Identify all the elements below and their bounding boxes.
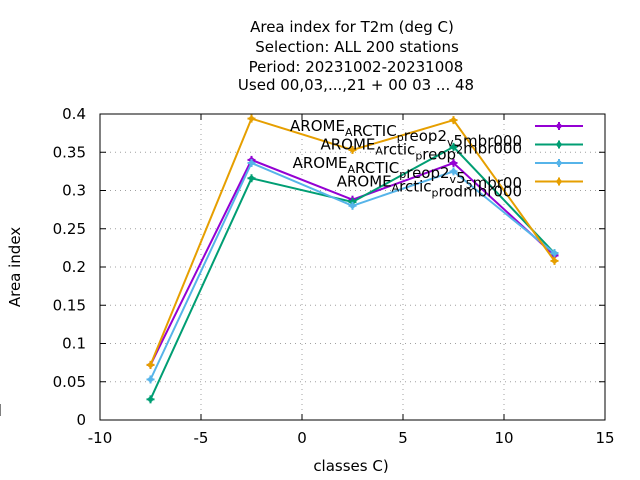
data-point bbox=[348, 201, 357, 210]
data-point bbox=[348, 145, 357, 154]
legend-marker bbox=[555, 140, 563, 149]
series-3 bbox=[146, 158, 559, 384]
x-tick-label: -5 bbox=[194, 429, 209, 447]
x-tick-label: 5 bbox=[398, 429, 408, 447]
x-tick-label: 15 bbox=[595, 429, 614, 447]
x-tick-label: 10 bbox=[494, 429, 513, 447]
data-point bbox=[449, 116, 458, 125]
data-point bbox=[449, 167, 458, 176]
x-tick-labels: -10 -5 0 5 10 15 bbox=[88, 429, 615, 447]
x-tick-label: -10 bbox=[88, 429, 113, 447]
data-point bbox=[247, 158, 256, 167]
x-axis-label: classes C) bbox=[313, 457, 388, 475]
data-point bbox=[449, 142, 458, 151]
grid-lines bbox=[100, 114, 605, 420]
chart-title-line-3: Period: 20231002-20231008 bbox=[249, 58, 464, 76]
chart-title-line-2: Selection: ALL 200 stations bbox=[255, 38, 459, 56]
data-point bbox=[550, 256, 559, 265]
data-point bbox=[247, 174, 256, 183]
chart-title-line-1: Area index for T2m (deg C) bbox=[250, 18, 454, 36]
y-tick-label: 0 bbox=[76, 411, 86, 429]
y-tick-label: 0.3 bbox=[62, 182, 86, 200]
data-point bbox=[550, 249, 559, 258]
legend-label: AROMEARCTICpreop2v55mbr00 bbox=[293, 154, 522, 192]
data-point bbox=[449, 158, 458, 167]
legend-entry-1: AROMEARCTICpreop2v5mbr000 bbox=[290, 117, 583, 150]
y-tick-labels: 0 0.05 0.1 0.15 0.2 0.25 0.3 0.35 0.4 bbox=[53, 105, 86, 429]
legend: AROMEARCTICpreop2v5mbr000AROMEArcticpreo… bbox=[290, 117, 583, 201]
x-tick-label: 0 bbox=[297, 429, 307, 447]
legend-entry-4: AROMEArcticprodmbr000 bbox=[337, 173, 583, 201]
y-axis-label: Area index bbox=[6, 227, 24, 307]
legend-entry-2: AROMEArcticpreop2mbr000 bbox=[320, 136, 583, 164]
legend-entry-3: AROMEARCTICpreop2v55mbr00 bbox=[293, 154, 583, 192]
data-point bbox=[146, 375, 155, 384]
data-point bbox=[247, 114, 256, 123]
y-tick-label: 0.25 bbox=[53, 220, 86, 238]
y-tick-label: 0.4 bbox=[62, 105, 86, 123]
legend-marker bbox=[555, 159, 563, 167]
series-4 bbox=[146, 114, 559, 369]
data-point bbox=[146, 360, 155, 369]
y-tick-label: 0.15 bbox=[53, 296, 86, 314]
legend-marker bbox=[555, 177, 563, 186]
data-point bbox=[146, 395, 155, 404]
legend-label: AROMEArcticprodmbr000 bbox=[337, 173, 522, 201]
y-tick-label: 0.2 bbox=[62, 258, 86, 276]
y-tick-label: 0.1 bbox=[62, 335, 86, 353]
series-lines bbox=[146, 114, 559, 404]
legend-label: AROMEARCTICpreop2v5mbr000 bbox=[290, 117, 522, 150]
tick-marks bbox=[99, 113, 606, 421]
chart-title-line-4: Used 00,03,...,21 + 00 03 ... 48 bbox=[238, 76, 474, 94]
y-tick-label: 0.05 bbox=[53, 373, 86, 391]
legend-label: AROMEArcticpreop2mbr000 bbox=[320, 136, 522, 164]
y-tick-label: 0.35 bbox=[53, 143, 86, 161]
legend-marker bbox=[555, 122, 563, 130]
